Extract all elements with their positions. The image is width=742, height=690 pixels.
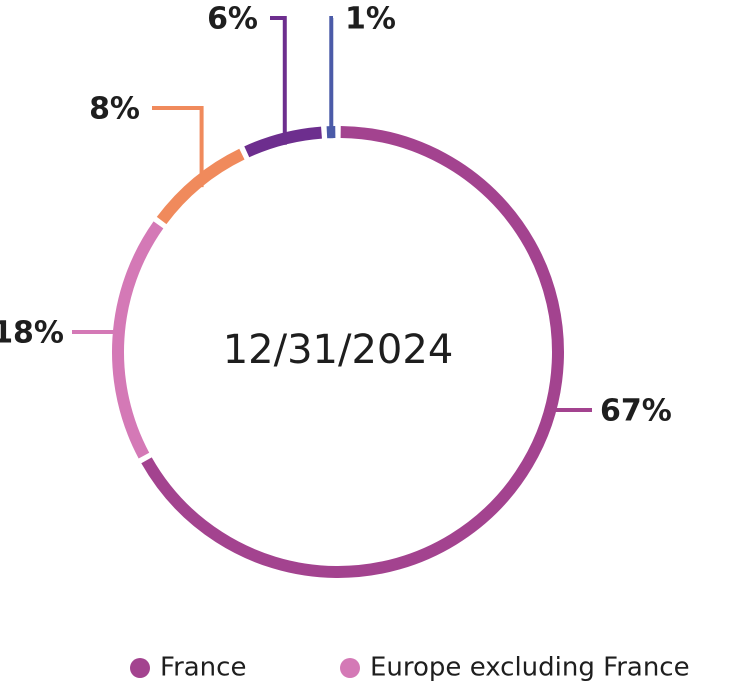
- pie-segment: [141, 126, 564, 578]
- pie-segment: [112, 221, 164, 459]
- legend-label: France: [160, 653, 246, 683]
- leader-line: [329, 16, 334, 139]
- legend-label: Europe excluding France: [370, 653, 690, 683]
- leader-line: [270, 16, 287, 145]
- value-label: 18%: [0, 316, 64, 351]
- legend-marker: [340, 658, 360, 678]
- value-label: 6%: [207, 2, 258, 37]
- value-label: 8%: [89, 92, 140, 127]
- pie-segment: [156, 148, 245, 225]
- value-label: 1%: [345, 2, 396, 37]
- center-label: 12/31/2024: [223, 327, 454, 373]
- leader-line: [152, 106, 204, 188]
- legend-marker: [130, 658, 150, 678]
- value-label: 67%: [600, 394, 672, 429]
